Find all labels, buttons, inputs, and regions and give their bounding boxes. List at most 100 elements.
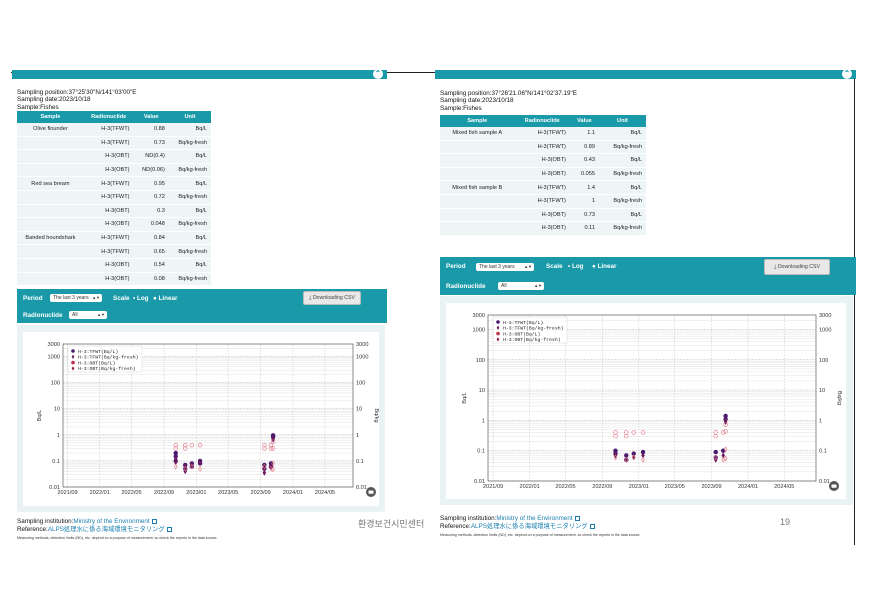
y2-tick-label: 0.01	[356, 485, 367, 491]
download-csv-button[interactable]: ⤓ Downloading CSV	[303, 291, 361, 305]
right-control-bar: Period The last 3 years ▲▼ Scale • Log ● …	[440, 257, 856, 278]
x-tick-label: 2021/09	[57, 490, 77, 496]
table-cell	[17, 136, 84, 151]
data-point	[189, 442, 195, 448]
scale-linear-radio[interactable]: ● Linear	[592, 263, 617, 270]
reference-link[interactable]: ALPS処理水に係る海域環境モニタリング	[47, 526, 165, 533]
table-cell	[440, 167, 515, 182]
table-cell: 0.88	[133, 123, 169, 137]
table-cell: 0.3	[133, 204, 169, 219]
data-point	[641, 456, 645, 463]
table-row: Banded houndshark H-3(TFWT) 0.84 Bq/L	[17, 231, 211, 246]
column-header: Value	[133, 111, 169, 123]
table-cell: 0.89	[569, 140, 599, 155]
period-select[interactable]: The last 3 years ▲▼	[50, 294, 102, 302]
period-label: Period	[23, 295, 43, 302]
table-cell: H-3(TFWT)	[83, 176, 134, 191]
table-cell: Bq/kg-fresh	[168, 217, 211, 232]
chevron-up-icon[interactable]: ⌃	[373, 69, 383, 79]
legend-marker	[71, 360, 75, 365]
y-tick-label: 0.1	[52, 459, 60, 465]
table-cell: H-3(TFWT)	[83, 231, 134, 246]
radionuclide-select[interactable]: All ▲▼	[69, 311, 107, 319]
table-cell: 0.11	[569, 221, 599, 236]
sampling-date: Sampling date:2023/10/18	[440, 97, 514, 105]
footer-center-text: 환경보건시민센터	[358, 519, 425, 529]
scale-log-radio[interactable]: • Log	[568, 263, 584, 270]
table-cell	[440, 208, 515, 223]
table-cell	[17, 204, 84, 219]
scale-log-radio[interactable]: • Log	[133, 295, 149, 302]
document-frame	[11, 72, 855, 545]
left-footer: Sampling institution:Ministry of the Env…	[17, 518, 172, 534]
chevron-down-icon: ▲▼	[534, 283, 542, 288]
legend-marker	[496, 337, 500, 342]
download-csv-button[interactable]: ⤓ Downloading CSV	[764, 259, 830, 275]
institution-link[interactable]: Ministry of the Environment	[73, 518, 150, 525]
data-point	[723, 455, 728, 462]
table-cell: H-3(OBT)	[514, 153, 570, 168]
data-point	[631, 430, 636, 435]
right-footer: Sampling institution:Ministry of the Env…	[440, 515, 595, 531]
x-tick-label: 2022/09	[154, 490, 174, 496]
table-row: H-3(OBT) 0.54 Bq/L	[17, 258, 211, 273]
period-value: The last 3 years	[53, 295, 89, 301]
chevron-up-icon[interactable]: ⌃	[842, 69, 852, 79]
y-tick-label: 1000	[48, 354, 60, 360]
column-header: Unit	[168, 111, 211, 123]
y-tick-label: 100	[476, 358, 485, 364]
legend-box	[67, 345, 143, 373]
sampling-position: Sampling position:37°25'30"N/141°03'00"E	[17, 89, 137, 96]
table-cell: Mixed fish sample A	[440, 127, 515, 141]
legend-label: H-3:OBT(Bq/L)	[503, 331, 541, 337]
left-panel-header: ⌃	[12, 69, 387, 79]
scale-log-label: Log	[571, 263, 584, 270]
external-link-icon[interactable]	[166, 526, 172, 532]
scale-linear-label: Linear	[158, 295, 178, 302]
table-row: Mixed fish sample A H-3(TFWT) 1.1 Bq/L	[440, 127, 646, 141]
radionuclide-select[interactable]: All ▲▼	[498, 282, 544, 290]
table-row: Olive flounder H-3(TFWT) 0.88 Bq/L	[17, 123, 211, 137]
y-tick-label: 10	[479, 388, 485, 394]
external-link-icon[interactable]	[589, 523, 595, 529]
download-icon: ⤓	[309, 295, 313, 301]
data-point	[173, 463, 178, 470]
legend-label: H-3:TFWT(Bq/kg-fresh)	[503, 326, 564, 332]
data-point	[262, 446, 267, 451]
table-row: Mixed fish sample B H-3(TFWT) 1.4 Bq/L	[440, 180, 646, 195]
table-cell: H-3(OBT)	[83, 149, 134, 164]
table-row: H-3(TFWT) 0.73 Bq/kg-fresh	[17, 136, 211, 151]
y2-tick-label: 3000	[819, 313, 831, 319]
scale-linear-radio[interactable]: ● Linear	[153, 295, 178, 302]
period-select[interactable]: The last 3 years ▲▼	[476, 263, 534, 271]
left-radionuclide-bar: Radionuclide All ▲▼	[17, 308, 387, 323]
left-plot-canvas: 2021/09 2022/01 2022/05 2022/09 2023/01 2023/…	[23, 332, 379, 506]
table-row: H-3(OBT) ND(0.4) Bq/L	[17, 149, 211, 164]
table-cell: H-3(TFWT)	[514, 194, 570, 209]
y2-tick-label: 10	[819, 388, 825, 394]
data-point	[173, 446, 178, 451]
legend-label: H-3:OBT(Bq/kg-fresh)	[503, 337, 561, 343]
sample-type: Sample:Fishes	[440, 104, 482, 112]
external-link-icon[interactable]	[151, 518, 157, 524]
y-tick-label: 0.01	[474, 479, 485, 485]
y-tick-label: 100	[51, 381, 60, 387]
camera-icon	[368, 490, 374, 494]
table-cell: 0.95	[133, 176, 169, 191]
scale-label: Scale	[546, 263, 563, 270]
x-tick-label: 2023/05	[218, 490, 238, 496]
x-tick-label: 2023/05	[665, 484, 685, 490]
data-point	[198, 459, 202, 466]
institution-label: Sampling institution:	[17, 518, 74, 525]
table-cell: H-3(OBT)	[83, 217, 134, 232]
table-cell: H-3(OBT)	[83, 272, 134, 287]
measurement-note: Measuring methods, detection limits (ND)…	[440, 533, 641, 537]
radionuclide-label: Radionuclide	[446, 283, 486, 290]
legend-box	[492, 316, 568, 344]
data-point	[613, 454, 618, 461]
data-point	[270, 439, 276, 444]
reference-link[interactable]: ALPS処理水に係る海域環境モニタリング	[470, 523, 588, 530]
external-link-icon[interactable]	[574, 515, 580, 521]
table-row: H-3(OBT) 0.048 Bq/kg-fresh	[17, 217, 211, 232]
institution-link[interactable]: Ministry of the Environment	[496, 515, 573, 522]
